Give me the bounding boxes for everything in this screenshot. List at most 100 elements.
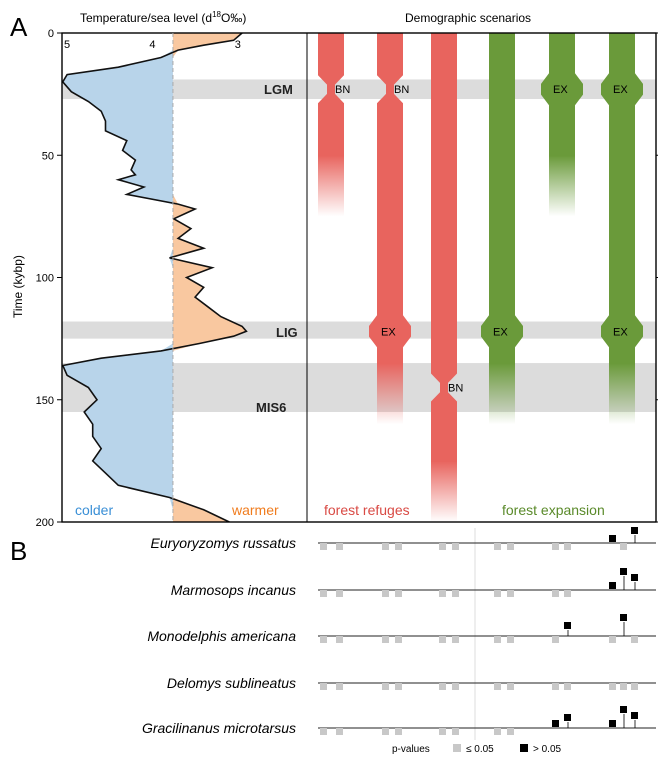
event-label: BN [394, 84, 409, 96]
pvalue-sig-marker [564, 590, 571, 597]
pvalue-sig-marker [320, 728, 327, 735]
event-label: BN [335, 84, 350, 96]
warmer-area [172, 33, 247, 522]
species-rows: Euryoryzomys russatus Marmosops incanus Mo… [142, 527, 656, 736]
d18o-line [62, 33, 248, 522]
pvalue-nonsig-marker [564, 622, 571, 629]
pvalue-nonsig-marker [620, 614, 627, 621]
scenario-bar-5 [541, 33, 583, 157]
scenario-bar-fade-5 [549, 155, 575, 217]
pvalue-sig-marker [452, 683, 459, 690]
warmer-label: warmer [231, 502, 279, 518]
pvalue-nonsig-marker [564, 714, 571, 721]
legend-title: p-values [392, 744, 430, 755]
pvalue-sig-marker [336, 543, 343, 550]
pvalue-sig-marker [609, 683, 616, 690]
legend-nonsig-label: > 0.05 [533, 744, 562, 755]
y-tick-label: 200 [36, 517, 54, 529]
y-tick-label: 0 [48, 28, 54, 40]
pvalue-sig-marker [382, 683, 389, 690]
scenario-bar-fade-3 [431, 461, 457, 522]
period-label-mis6: MIS6 [256, 400, 286, 415]
panel-b-letter: B [10, 536, 27, 566]
scenario-bar-6 [601, 33, 643, 365]
x-axis-ticks: 5 4 3 [64, 39, 241, 51]
pvalue-sig-marker [395, 683, 402, 690]
pvalue-sig-marker [336, 728, 343, 735]
band-lig [62, 321, 656, 339]
pvalue-nonsig-marker [552, 720, 559, 727]
pvalue-sig-marker [395, 543, 402, 550]
pvalue-sig-marker [494, 683, 501, 690]
pvalue-sig-marker [395, 728, 402, 735]
scenario-bar-fade-2 [377, 363, 403, 425]
pvalue-sig-marker [564, 543, 571, 550]
pvalue-sig-marker [507, 590, 514, 597]
pvalue-nonsig-marker [631, 712, 638, 719]
x-tick-label: 4 [149, 39, 155, 51]
event-label: EX [613, 84, 628, 96]
pvalue-nonsig-marker [620, 568, 627, 575]
pvalue-sig-marker [336, 636, 343, 643]
legend-sig-label: ≤ 0.05 [466, 744, 494, 755]
pvalue-sig-marker [552, 590, 559, 597]
y-axis-ticks: 0 50 100 150 200 [36, 28, 658, 529]
scenario-bar-3 [431, 33, 457, 462]
species-name: Marmosops incanus [171, 582, 296, 598]
pvalue-sig-marker [494, 590, 501, 597]
legend-nonsig-marker [520, 744, 528, 752]
pvalue-sig-marker [336, 683, 343, 690]
pvalue-sig-marker [552, 543, 559, 550]
pvalue-nonsig-marker [609, 535, 616, 542]
pvalue-sig-marker [452, 543, 459, 550]
scenario-bars [318, 33, 643, 522]
pvalue-sig-marker [382, 543, 389, 550]
pvalue-sig-marker [320, 590, 327, 597]
pvalue-sig-marker [494, 728, 501, 735]
pvalue-sig-marker [320, 543, 327, 550]
x-tick-label: 3 [235, 39, 241, 51]
pvalue-sig-marker [439, 636, 446, 643]
pvalue-sig-marker [395, 636, 402, 643]
species-name: Monodelphis americana [147, 628, 296, 644]
pvalue-sig-marker [382, 636, 389, 643]
pvalue-sig-marker [320, 636, 327, 643]
y-tick-label: 150 [36, 395, 54, 407]
y-tick-label: 50 [42, 150, 54, 162]
pvalue-sig-marker [631, 683, 638, 690]
legend-sig-marker [453, 744, 461, 752]
event-labels: BN BN EX BN EX EX EX EX [335, 84, 628, 394]
pvalue-sig-marker [507, 683, 514, 690]
pvalue-sig-marker [609, 636, 616, 643]
event-label: EX [493, 326, 508, 338]
temperature-curve [62, 33, 248, 522]
pvalue-sig-marker [620, 543, 627, 550]
pvalue-nonsig-marker [631, 574, 638, 581]
species-name: Gracilinanus microtarsus [142, 720, 296, 736]
pvalue-sig-marker [552, 683, 559, 690]
event-label: BN [448, 383, 463, 395]
pvalue-sig-marker [494, 636, 501, 643]
colder-label: colder [75, 502, 113, 518]
scenario-bar-fade-4 [489, 363, 515, 425]
pvalue-sig-marker [507, 636, 514, 643]
pvalue-sig-marker [507, 728, 514, 735]
pvalue-sig-marker [631, 636, 638, 643]
scenario-bar-1 [318, 33, 344, 157]
event-label: EX [381, 326, 396, 338]
scenarios-title: Demographic scenarios [405, 11, 531, 25]
pvalue-sig-marker [382, 590, 389, 597]
scenario-bar-fade-1 [318, 155, 344, 217]
scenario-bar-fade-6 [609, 363, 635, 425]
pvalue-nonsig-marker [609, 582, 616, 589]
forest-expansion-label: forest expansion [502, 502, 605, 518]
event-label: EX [613, 326, 628, 338]
pvalue-sig-marker [439, 590, 446, 597]
species-name: Euryoryzomys russatus [151, 535, 296, 551]
panel-a-letter: A [10, 12, 28, 42]
pvalue-sig-marker [564, 683, 571, 690]
pvalue-sig-marker [320, 683, 327, 690]
forest-refuges-label: forest refuges [324, 502, 410, 518]
pvalue-nonsig-marker [620, 706, 627, 713]
pvalue-sig-marker [439, 683, 446, 690]
